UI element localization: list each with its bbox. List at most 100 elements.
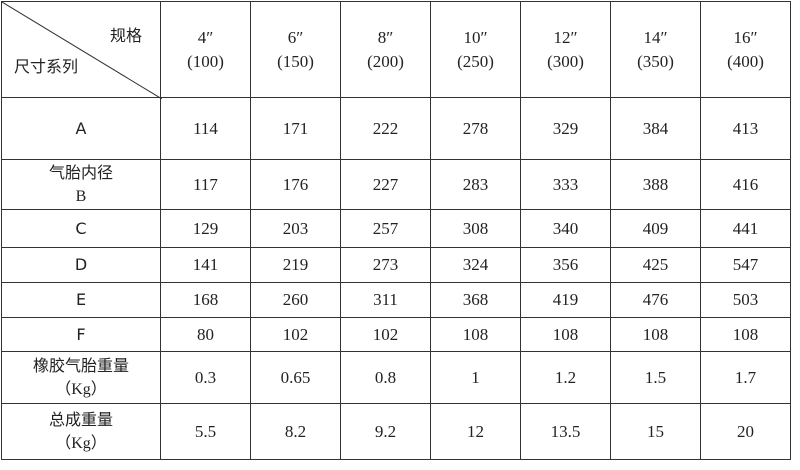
cell: 1.7 [700,351,791,404]
header-row: 规格尺寸系列 4″ (100) 6″ (150) 8″ (200) 10″ (250) 12″ (3… [1,1,791,99]
row-label: C [1,209,161,248]
cell: 476 [610,282,701,318]
cell: 425 [610,247,701,283]
cell: 311 [340,282,431,318]
cell: 1.5 [610,351,701,404]
dn: (150) [277,51,314,71]
cell: 108 [700,317,791,352]
data-row: F 80 102 102 108 108 108 108 [1,317,791,352]
column-header: 14″ (350) [610,1,701,98]
cell: 0.3 [160,351,251,404]
column-header: 10″ (250) [430,1,521,98]
cell: 102 [250,317,341,352]
size: 14″ [643,27,668,47]
cell: 108 [520,317,611,352]
cell: 416 [700,159,791,210]
cell: 13.5 [520,403,611,460]
cell: 168 [160,282,251,318]
cell: 0.8 [340,351,431,404]
cell: 227 [340,159,431,210]
cell: 222 [340,97,431,160]
cell: 308 [430,209,521,248]
label-line: （Kg） [55,380,107,398]
label-line: C [75,218,87,238]
label-line: F [76,324,86,344]
cell: 273 [340,247,431,283]
corner-cell: 规格尺寸系列 [1,1,162,99]
spec-table: 规格尺寸系列 4″ (100) 6″ (150) 8″ (200) 10″ (250) 12″ (3… [1,1,791,460]
cell: 368 [430,282,521,318]
label-line: E [75,290,87,309]
row-label: F [1,317,161,352]
cell: 5.5 [160,403,251,460]
cell: 1 [430,351,521,404]
dn: (350) [637,51,674,71]
cell: 0.65 [250,351,341,404]
label-line: （Kg） [55,434,107,452]
row-label: 气胎内径 B [1,159,161,210]
cell: 114 [160,97,251,160]
dn: (100) [187,51,224,71]
label-line: 气胎内径 [48,162,113,182]
cell: 340 [520,209,611,248]
row-label: 橡胶气胎重量 （Kg） [1,351,161,404]
cell: 547 [700,247,791,283]
data-row: A 114 171 222 278 329 384 413 [1,97,791,160]
cell: 171 [250,97,341,160]
cell: 15 [610,403,701,460]
label-line: D [74,255,88,274]
cell: 388 [610,159,701,210]
cell: 80 [160,317,251,352]
cell: 413 [700,97,791,160]
cell: 333 [520,159,611,210]
size: 4″ [197,27,214,47]
column-header: 16″ (400) [700,1,791,98]
size: 6″ [287,27,304,47]
cell: 203 [250,209,341,248]
data-row: 橡胶气胎重量 （Kg） 0.3 0.65 0.8 1 1.2 1.5 1.7 [1,351,791,404]
cell: 8.2 [250,403,341,460]
data-row: C 129 203 257 308 340 409 441 [1,209,791,248]
cell: 12 [430,403,521,460]
column-header: 12″ (300) [520,1,611,98]
column-header: 6″ (150) [250,1,341,98]
label-line: 总成重量 [48,409,113,429]
dn: (300) [547,51,584,71]
row-label: E [1,282,161,318]
size: 16″ [733,27,758,47]
cell: 257 [340,209,431,248]
size: 10″ [463,27,488,47]
cell: 260 [250,282,341,318]
data-row: 气胎内径 B 117 176 227 283 333 388 416 [1,159,791,210]
cell: 129 [160,209,251,248]
cell: 324 [430,247,521,283]
cell: 108 [610,317,701,352]
cell: 176 [250,159,341,210]
data-row: 总成重量 （Kg） 5.5 8.2 9.2 12 13.5 15 20 [1,403,791,460]
label-line: B [75,187,87,205]
row-label: A [1,97,161,160]
dn: (250) [457,51,494,71]
cell: 117 [160,159,251,210]
label-line: A [75,118,87,138]
column-header: 8″ (200) [340,1,431,98]
cell: 278 [430,97,521,160]
cell: 384 [610,97,701,160]
cell: 219 [250,247,341,283]
cell: 283 [430,159,521,210]
diagonal [2,2,162,99]
cell: 1.2 [520,351,611,404]
cell: 108 [430,317,521,352]
cell: 441 [700,209,791,248]
column-header: 4″ (100) [160,1,251,98]
cell: 419 [520,282,611,318]
data-row: D 141 219 273 324 356 425 547 [1,247,791,283]
row-label: 总成重量 （Kg） [1,403,161,460]
size: 12″ [553,27,578,47]
corner-top: 规格 [109,26,142,45]
cell: 141 [160,247,251,283]
dn: (200) [367,51,404,71]
corner-bottom: 尺寸系列 [14,57,79,76]
dn: (400) [727,51,764,71]
